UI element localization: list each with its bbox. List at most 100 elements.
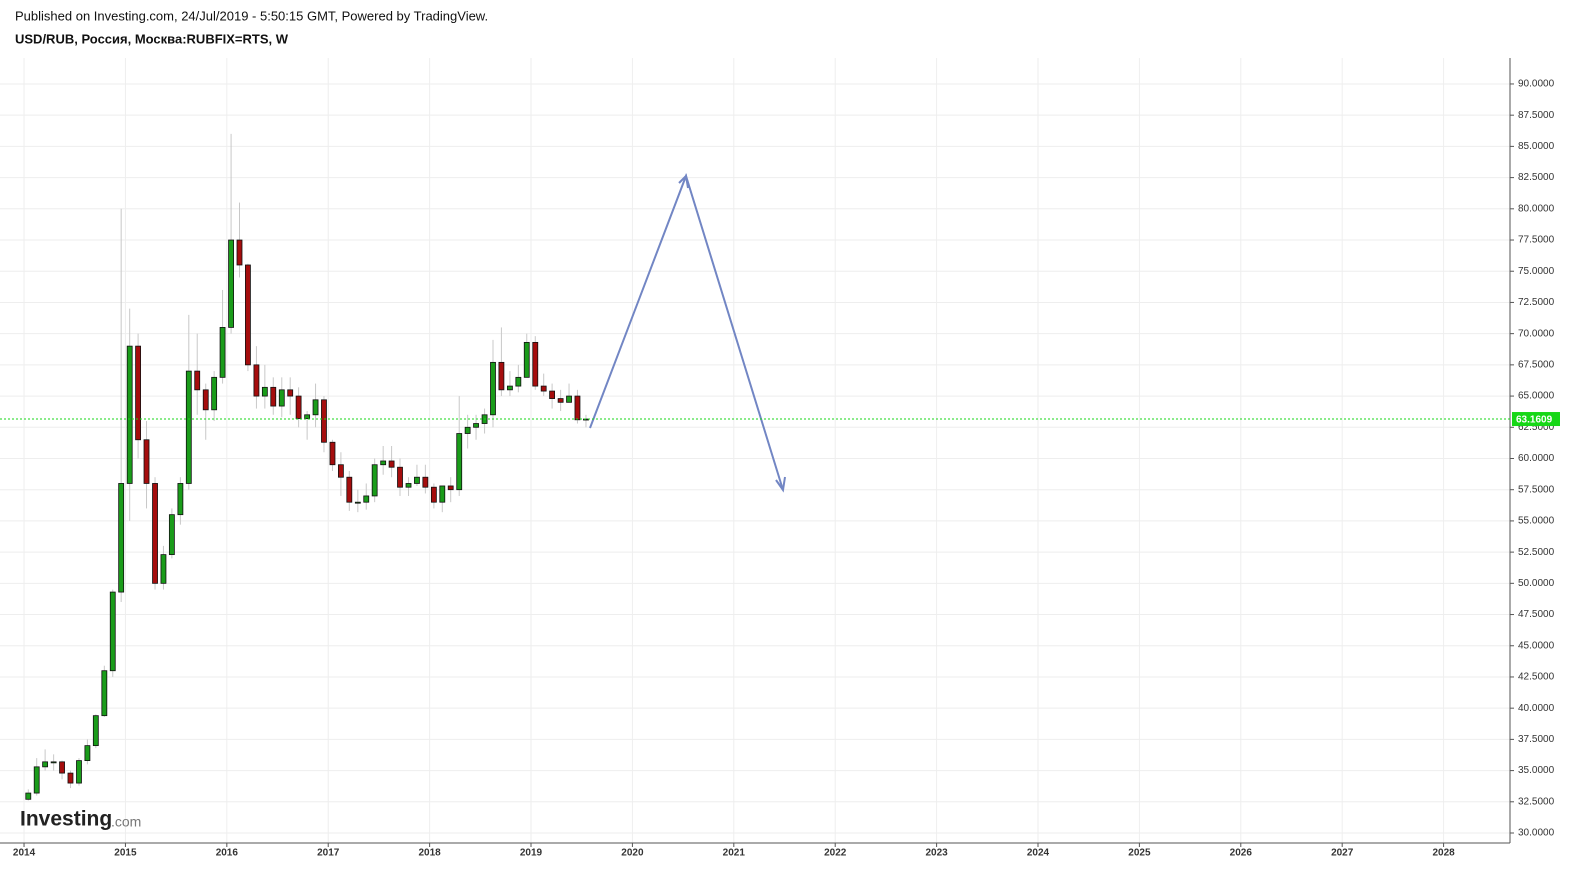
candle-body (549, 390, 556, 399)
y-tick-label: 80.0000 (1518, 203, 1555, 214)
candle-body (354, 501, 361, 504)
candle-body (566, 395, 572, 403)
candle-body (515, 376, 522, 387)
y-tick-label: 70.0000 (1518, 328, 1555, 339)
published-note: Published on Investing.com, 24/Jul/2019 … (15, 8, 488, 23)
candle-body (498, 361, 505, 391)
candle-body (101, 670, 108, 717)
candle-body (59, 761, 65, 774)
candle-body (84, 745, 91, 762)
logo-suffix: .com (111, 814, 141, 830)
y-tick-label: 45.0000 (1518, 640, 1555, 651)
candle-body (270, 386, 277, 407)
candle-body (397, 466, 403, 488)
candle-body (329, 441, 336, 466)
y-tick-label: 35.0000 (1518, 765, 1555, 776)
candle-body (211, 376, 218, 411)
candle-body (371, 464, 378, 497)
candle-body (253, 364, 260, 397)
candle-body (118, 483, 125, 593)
candle-body (312, 399, 319, 416)
candle-body (430, 486, 437, 503)
candle-body (363, 495, 370, 503)
candle-body (261, 386, 268, 397)
candle-body (219, 327, 226, 378)
candle-body (42, 761, 49, 768)
candle-body (287, 389, 294, 397)
forecast-arrows (589, 172, 786, 493)
candle-body (464, 426, 471, 434)
candle-body (143, 439, 150, 484)
y-tick-label: 57.5000 (1518, 484, 1555, 495)
candle-body (473, 423, 479, 428)
candle-body (295, 395, 302, 419)
y-tick-label: 87.5000 (1518, 110, 1555, 121)
candle-body (422, 476, 429, 488)
candle-body (50, 761, 57, 764)
candle-body (76, 760, 82, 784)
x-tick-label: 2014 (13, 848, 36, 859)
y-tick-label: 82.5000 (1518, 172, 1555, 183)
y-tick-label: 32.5000 (1518, 796, 1555, 807)
candle-body (67, 772, 74, 784)
y-tick-label: 90.0000 (1518, 79, 1555, 90)
candle-body (33, 766, 40, 794)
candle-body (304, 414, 311, 419)
y-tick-label: 47.5000 (1518, 609, 1555, 620)
candle-body (92, 715, 99, 747)
y-tick-label: 55.0000 (1518, 516, 1555, 527)
candle-body (160, 554, 167, 584)
x-tick-label: 2025 (1128, 848, 1151, 859)
y-tick-label: 30.0000 (1518, 828, 1555, 839)
candle-body (177, 483, 184, 516)
candle-body (321, 399, 327, 443)
forecast-path (589, 172, 784, 491)
x-tick-label: 2026 (1230, 848, 1253, 859)
x-tick-label: 2023 (925, 848, 948, 859)
last-price-label: 63.1609 (1516, 415, 1553, 426)
candle-body (557, 398, 564, 403)
y-tick-label: 52.5000 (1518, 547, 1555, 558)
candle-body (523, 341, 530, 378)
arrow-head (775, 476, 786, 493)
candle-body (278, 389, 285, 407)
last-price-badge (1512, 412, 1560, 427)
candle-body (380, 460, 387, 466)
y-tick-label: 62.5000 (1518, 422, 1555, 433)
x-tick-label: 2028 (1432, 848, 1455, 859)
y-tick-label: 40.0000 (1518, 703, 1555, 714)
candle-body (337, 464, 344, 478)
candle-body (202, 389, 209, 411)
candle-body (25, 792, 32, 800)
x-tick-label: 2016 (216, 848, 239, 859)
candle-body (135, 345, 142, 441)
candle-body (126, 345, 133, 484)
x-tick-label: 2020 (621, 848, 644, 859)
x-tick-label: 2022 (824, 848, 847, 859)
y-tick-label: 60.0000 (1518, 453, 1555, 464)
x-tick-label: 2024 (1027, 848, 1050, 859)
candle-body (245, 264, 251, 366)
y-tick-label: 75.0000 (1518, 266, 1555, 277)
logo-name: Investing (20, 808, 112, 831)
candle-body (507, 385, 513, 391)
candle-body (346, 476, 353, 503)
candle-body (574, 395, 581, 421)
y-tick-label: 42.5000 (1518, 672, 1555, 683)
y-tick-label: 65.0000 (1518, 391, 1555, 402)
arrow-head (678, 173, 689, 189)
candle-body (532, 341, 539, 387)
candle-body (540, 385, 547, 392)
candle-body (447, 485, 454, 491)
x-tick-label: 2018 (418, 848, 441, 859)
y-tick-label: 50.0000 (1518, 578, 1555, 589)
y-tick-label: 37.5000 (1518, 734, 1555, 745)
symbol-title: USD/RUB, Россия, Москва:RUBFIX=RTS, W (15, 31, 289, 46)
candle-body (109, 591, 116, 672)
x-tick-label: 2019 (520, 848, 543, 859)
x-tick-label: 2017 (317, 848, 340, 859)
candle-body (456, 433, 463, 491)
candle-body (168, 514, 175, 556)
